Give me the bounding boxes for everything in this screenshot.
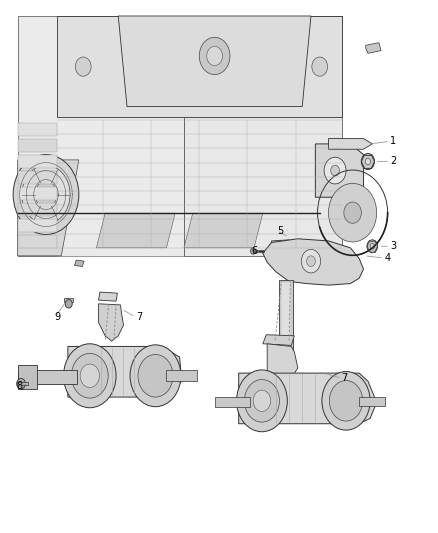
Text: 1: 1 [390,136,396,146]
Polygon shape [263,335,294,345]
Polygon shape [184,213,263,248]
Polygon shape [328,139,372,149]
Polygon shape [359,397,385,406]
Polygon shape [18,203,57,216]
Text: 4: 4 [384,253,390,263]
Text: 8: 8 [16,382,22,391]
Circle shape [370,244,374,249]
Circle shape [322,372,370,430]
Circle shape [324,157,346,184]
Circle shape [365,158,371,165]
Circle shape [71,353,108,398]
Polygon shape [18,171,57,184]
Circle shape [17,378,25,389]
Text: 7: 7 [342,374,348,383]
Circle shape [328,183,377,242]
Circle shape [35,181,57,208]
Polygon shape [74,260,84,266]
Circle shape [138,354,173,397]
Polygon shape [18,219,57,232]
Text: 9: 9 [55,312,61,322]
Circle shape [361,154,374,169]
Circle shape [329,381,363,421]
Polygon shape [99,304,124,341]
Circle shape [367,240,378,253]
Polygon shape [315,144,364,197]
Polygon shape [18,16,57,256]
Polygon shape [18,187,57,200]
Circle shape [253,390,271,411]
Circle shape [301,249,321,273]
Polygon shape [18,139,57,152]
Polygon shape [18,155,57,168]
Polygon shape [17,382,28,385]
Polygon shape [18,123,57,136]
Circle shape [65,300,72,308]
Circle shape [199,37,230,75]
Circle shape [251,248,256,254]
Text: 5: 5 [277,226,283,236]
Circle shape [13,155,79,235]
Polygon shape [184,16,342,256]
Circle shape [331,165,339,176]
Text: 2: 2 [390,157,396,166]
Circle shape [80,364,99,387]
Polygon shape [166,370,197,381]
Polygon shape [96,213,175,248]
Circle shape [237,370,287,432]
Polygon shape [263,239,364,285]
Circle shape [172,57,187,76]
Text: 7: 7 [136,312,142,322]
Circle shape [22,165,70,224]
Circle shape [130,345,181,407]
Polygon shape [272,240,293,253]
Circle shape [75,57,91,76]
Text: 3: 3 [390,241,396,251]
Polygon shape [18,160,79,256]
Polygon shape [366,43,381,53]
Circle shape [312,57,328,76]
Polygon shape [281,282,291,370]
Circle shape [307,256,315,266]
Polygon shape [239,373,377,424]
Circle shape [268,57,284,76]
Text: 6: 6 [252,246,258,255]
Circle shape [207,46,223,66]
Polygon shape [18,16,184,256]
Polygon shape [64,298,73,302]
Polygon shape [279,280,293,373]
Circle shape [220,57,236,76]
Polygon shape [18,365,37,389]
Polygon shape [18,370,77,384]
Polygon shape [118,16,311,107]
Polygon shape [68,346,182,397]
Polygon shape [18,235,57,248]
Polygon shape [267,344,298,384]
Polygon shape [215,397,250,407]
Circle shape [124,57,139,76]
Circle shape [344,202,361,223]
Polygon shape [99,292,117,301]
Circle shape [64,344,116,408]
Circle shape [244,379,279,422]
Polygon shape [57,16,342,117]
Bar [18,13,403,256]
